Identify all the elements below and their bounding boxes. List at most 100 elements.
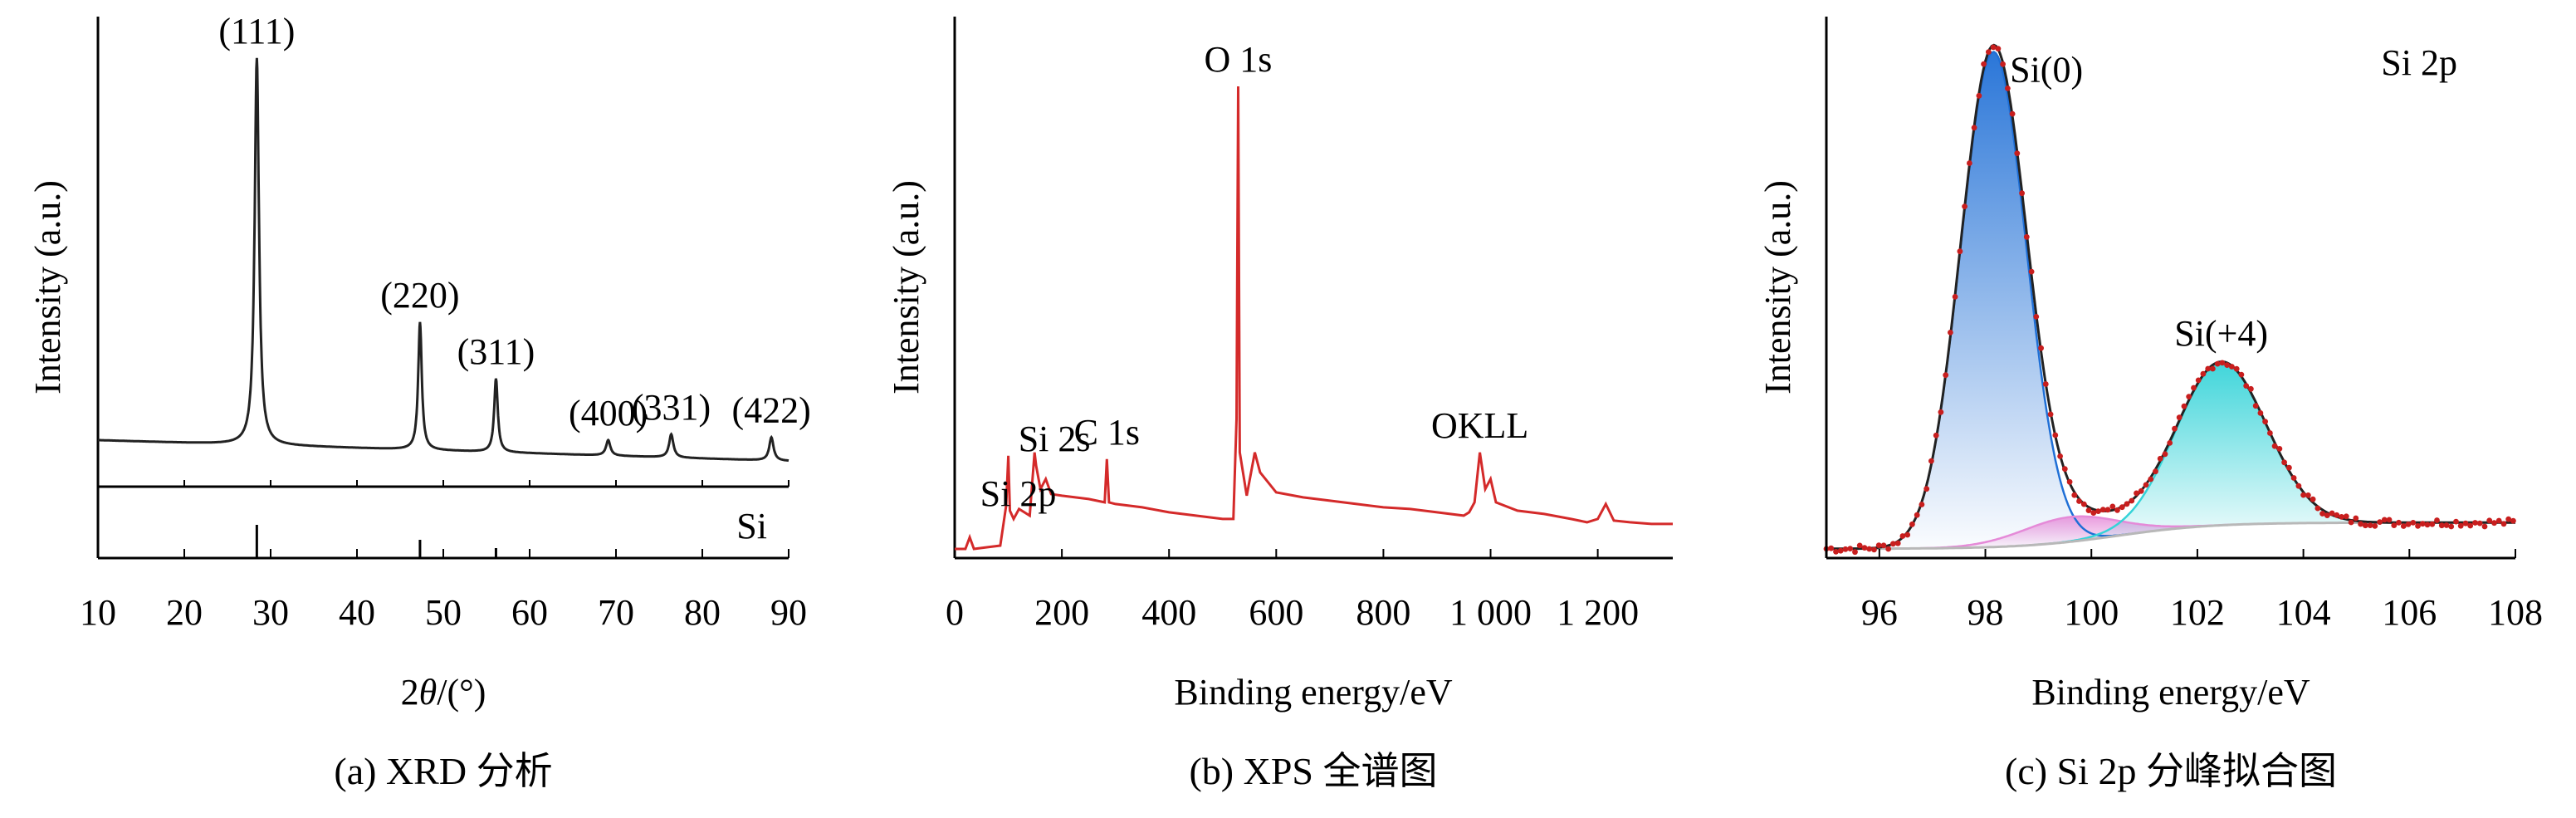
xps-survey-peak-label: Si 2p xyxy=(980,473,1057,514)
si2p-data-point xyxy=(2405,522,2412,527)
si2p-data-point xyxy=(2443,522,2450,528)
xrd-peak-label: (311) xyxy=(457,331,535,372)
si2p-data-point xyxy=(1861,545,1868,551)
si2p-data-point xyxy=(1981,61,1987,67)
si2p-data-point xyxy=(1967,160,1972,166)
si2p-data-point xyxy=(2066,478,2073,485)
si2p-data-point xyxy=(2148,476,2154,482)
si2p-data-point xyxy=(2276,446,2283,452)
si2p-data-point xyxy=(2186,394,2192,399)
xrd-x-axis-title-suffix: /(°) xyxy=(437,672,486,713)
si2p-data-point xyxy=(1976,92,1982,99)
xrd-x-tick-label: 20 xyxy=(166,592,203,633)
si2p-data-point xyxy=(2419,521,2426,527)
xps-survey-chart: 0 200 400 600 800 1 000 1 200 Si 2p Si 2sC 1s O … xyxy=(886,17,1673,792)
si2p-data-point xyxy=(2495,517,2502,524)
si2p-data-point xyxy=(2210,365,2216,372)
si2p-data-point xyxy=(1842,546,1849,552)
si2p-data-point xyxy=(2129,497,2135,504)
xrd-x-ticks: 10 20 30 40 50 60 70 80 90 xyxy=(80,480,807,633)
si2p-data-point xyxy=(2305,492,2311,498)
xrd-pattern-line xyxy=(97,57,789,463)
si2p-data-point xyxy=(2358,521,2364,527)
xrd-x-tick-label: 60 xyxy=(511,592,548,633)
si2p-data-point xyxy=(2061,466,2068,473)
si2p-data-point xyxy=(2033,314,2040,320)
xrd-x-tick-label: 80 xyxy=(684,592,721,633)
si2p-y-axis-title: Intensity (a.u.) xyxy=(1757,180,1798,394)
si2p-data-point xyxy=(1914,512,1920,518)
si2p-data-point xyxy=(2429,521,2436,527)
si2p-data-point xyxy=(2343,513,2349,520)
si2p-data-point xyxy=(1837,547,1844,554)
xrd-x-tick-label: 40 xyxy=(339,592,375,633)
si2p-data-point xyxy=(2109,503,2116,510)
si2p-data-point xyxy=(2386,517,2393,523)
si2p-data-point xyxy=(2143,482,2149,488)
xps-survey-peak-label: OKLL xyxy=(1431,405,1528,446)
si2p-data-point xyxy=(1899,533,1906,539)
si2p-data-point xyxy=(2124,501,2130,507)
si2p-data-points xyxy=(1823,44,2516,556)
si2p-data-point xyxy=(2028,268,2035,275)
si2p-data-point xyxy=(1833,549,1839,555)
xrd-y-axis-title: Intensity (a.u.) xyxy=(27,180,68,394)
xps-survey-y-axis-title: Intensity (a.u.) xyxy=(886,180,926,394)
si2p-data-point xyxy=(2019,190,2026,197)
si2p-x-tick-label: 106 xyxy=(2382,592,2437,633)
si2p-data-point xyxy=(2372,523,2378,529)
si2p-data-point xyxy=(2071,492,2078,498)
si2p-data-point xyxy=(2491,520,2497,527)
si2p-data-point xyxy=(1990,44,1997,51)
xps-survey-x-tick-label: 1 200 xyxy=(1557,592,1639,633)
si2p-x-tick-label: 108 xyxy=(2488,592,2543,633)
si2p-data-point xyxy=(2415,523,2421,529)
si2p-x-tick-label: 98 xyxy=(1967,592,2004,633)
si2p-data-point xyxy=(1880,542,1887,549)
si2p-data-point xyxy=(2510,517,2516,524)
xrd-x-tick-label: 70 xyxy=(598,592,634,633)
xrd-peak-label: (422) xyxy=(732,390,811,431)
si2p-data-point xyxy=(2057,453,2064,459)
si2p-data-point xyxy=(1847,546,1854,551)
si2p-data-point xyxy=(2243,383,2250,389)
si2p-data-point xyxy=(2229,364,2235,370)
si2p-data-point xyxy=(1923,486,1930,492)
xrd-peak-label: (111) xyxy=(218,11,295,51)
xps-survey-x-tick-label: 1 000 xyxy=(1449,592,1532,633)
si2p-data-point xyxy=(2286,464,2292,471)
si2p-x-tick-label: 102 xyxy=(2170,592,2225,633)
si2p-data-point xyxy=(1952,294,1958,300)
si2p-data-point xyxy=(2042,381,2049,387)
si2p-data-point xyxy=(2353,515,2359,522)
si2p-data-point xyxy=(2262,419,2269,425)
si2p-data-point xyxy=(2114,507,2120,513)
si2p-data-point xyxy=(2195,377,2202,384)
si2p-data-point xyxy=(2448,523,2455,530)
si2p-data-point xyxy=(2367,522,2373,528)
si2p-data-point xyxy=(2214,360,2221,367)
si2p-component-labels: Si(0) Si(+4) xyxy=(2010,49,2268,353)
si2p-data-point xyxy=(2252,403,2259,409)
si2p-data-point xyxy=(2248,385,2254,392)
si2p-data-point xyxy=(2023,233,2030,240)
si2p-data-point xyxy=(1894,540,1901,546)
si2p-x-axis-title: Binding energy/eV xyxy=(2031,672,2310,713)
si2p-data-point xyxy=(2314,505,2321,512)
si2p-data-point xyxy=(2381,517,2388,523)
si2p-data-point xyxy=(1995,46,2002,51)
si2p-data-point xyxy=(2377,519,2383,525)
si2p-data-point xyxy=(2052,432,2059,438)
si2p-data-point xyxy=(2238,371,2245,378)
si2p-data-point xyxy=(2410,520,2417,526)
xrd-peak-label: (400) xyxy=(569,393,648,433)
si2p-data-point xyxy=(2005,86,2011,91)
si2p-data-point xyxy=(2191,385,2197,391)
si2p-x-tick-label: 96 xyxy=(1861,592,1898,633)
xps-survey-peak-labels: Si 2p Si 2sC 1s O 1s OKLL xyxy=(980,39,1529,514)
si2p-component-fill xyxy=(1845,51,2140,549)
si2p-data-point xyxy=(2424,522,2431,528)
si2p-data-point xyxy=(2099,507,2106,513)
si2p-data-point xyxy=(2167,440,2173,446)
